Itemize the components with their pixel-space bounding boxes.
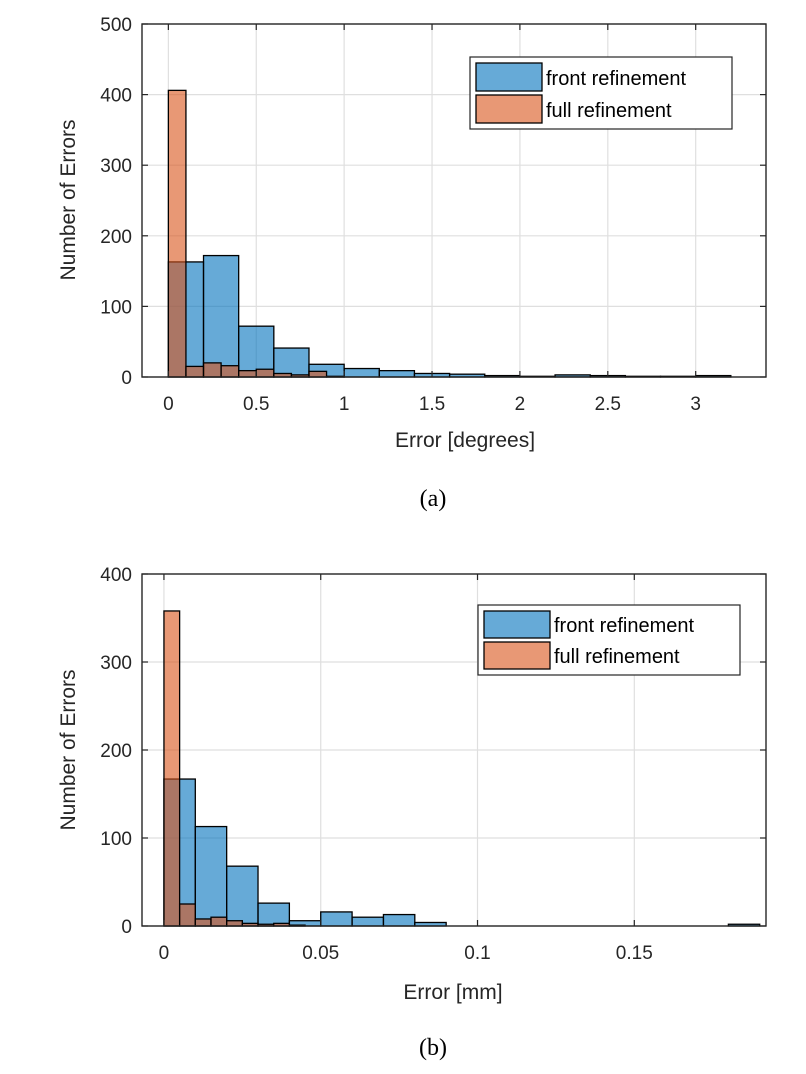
legend-swatch (483, 641, 551, 670)
y-tick-label: 300 (100, 156, 132, 177)
legend: front refinement full refinement (477, 604, 741, 676)
y-tick-label: 300 (100, 653, 132, 674)
y-tick-label: 200 (100, 741, 132, 762)
histogram-bar (194, 825, 228, 927)
histogram-bar (308, 370, 328, 378)
legend-swatch (475, 94, 543, 124)
x-tick-label: 0.1 (464, 943, 490, 964)
x-tick-label: 3 (690, 394, 701, 415)
x-tick-label: 0.05 (302, 943, 339, 964)
legend-label: full refinement (554, 646, 680, 668)
histogram-bar (178, 903, 196, 927)
y-axis-label: Number of Errors (57, 119, 80, 280)
y-tick-label: 400 (100, 86, 132, 107)
figure-caption: (a) (420, 486, 447, 512)
y-tick-label: 0 (121, 368, 132, 389)
histogram-bar (185, 365, 205, 378)
y-tick-label: 400 (100, 565, 132, 586)
legend-swatch (475, 62, 543, 92)
legend-label: front refinement (546, 68, 687, 90)
histogram-bar (238, 369, 257, 378)
histogram-bar (255, 368, 275, 378)
chart-b: 0 0.05 0.1 0.15 0 100 200 300 400 Error [mm] Numbe… (57, 565, 767, 1061)
chart-a: 0 0.5 1 1.5 2 2.5 3 0 100 200 300 400 500 Error [degr… (57, 15, 767, 512)
histogram-bar (194, 918, 212, 927)
histogram-bar (343, 367, 380, 378)
x-tick-label: 0 (163, 394, 174, 415)
histogram-bar (210, 916, 228, 927)
histogram-bar (163, 610, 181, 927)
x-tick-label: 0.15 (616, 943, 653, 964)
y-tick-label: 500 (100, 15, 132, 36)
y-tick-label: 200 (100, 227, 132, 248)
histogram-bar (378, 369, 416, 378)
histogram-bar (382, 913, 416, 927)
histogram-bar (351, 916, 385, 927)
x-axis-label: Error [mm] (403, 981, 502, 1004)
x-tick-label: 1.5 (419, 394, 445, 415)
x-tick-label: 2.5 (595, 394, 621, 415)
histogram-bar (273, 347, 310, 378)
legend-swatch (483, 610, 551, 639)
histogram-bar (257, 902, 291, 927)
legend-label: full refinement (546, 100, 672, 122)
histogram-bar (226, 920, 243, 927)
legend-label: front refinement (554, 615, 695, 637)
x-tick-label: 0 (159, 943, 170, 964)
axes-box (141, 23, 767, 378)
histogram-bar (167, 89, 187, 378)
y-tick-label: 0 (121, 917, 132, 938)
histogram-bar (320, 911, 353, 927)
x-tick-label: 2 (515, 394, 526, 415)
x-axis-label: Error [degrees] (395, 429, 535, 452)
x-tick-label: 0.5 (243, 394, 269, 415)
histogram-bar (202, 254, 240, 378)
legend: front refinement full refinement (469, 56, 733, 130)
histogram-bar (202, 362, 222, 378)
x-tick-label: 1 (339, 394, 350, 415)
y-axis-label: Number of Errors (57, 669, 80, 830)
histogram-bar (226, 865, 259, 927)
y-tick-label: 100 (100, 297, 132, 318)
histogram-bar (220, 365, 240, 378)
y-tick-label: 100 (100, 829, 132, 850)
figure-caption: (b) (419, 1035, 447, 1061)
